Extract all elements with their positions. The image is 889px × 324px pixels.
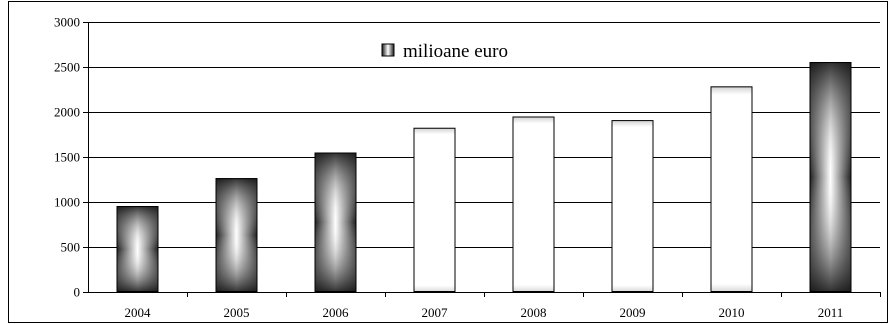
y-tick-label: 1500 <box>54 150 80 165</box>
y-tick-label: 2000 <box>54 105 80 120</box>
bar-2008 <box>512 116 555 292</box>
bar-shade <box>314 152 357 292</box>
x-tick-label: 2007 <box>422 305 449 320</box>
bar-2007 <box>413 127 456 292</box>
bar-2005 <box>215 178 258 292</box>
bar-outline <box>710 86 753 292</box>
bar-2009 <box>611 120 654 292</box>
y-tick-label: 1000 <box>54 195 80 210</box>
bar-2004 <box>116 206 159 292</box>
bar-outline <box>413 127 456 292</box>
bar-outline <box>611 120 654 292</box>
x-tick-label: 2004 <box>125 305 152 320</box>
x-tick-label: 2005 <box>224 305 250 320</box>
x-tick-label: 2010 <box>719 305 745 320</box>
legend-label: milioane euro <box>403 41 508 62</box>
legend: milioane euro <box>381 41 508 62</box>
bars <box>116 62 852 292</box>
x-axis-ticks: 2004 2005 2006 2007 2008 2009 2010 2011 <box>125 292 881 320</box>
bar-shade <box>809 62 852 292</box>
bar-2010 <box>710 86 753 292</box>
x-tick-label: 2011 <box>818 305 844 320</box>
bar-outline <box>314 152 357 292</box>
x-tick-label: 2006 <box>323 305 350 320</box>
bar-fill <box>413 127 456 292</box>
x-tick-label: 2009 <box>620 305 646 320</box>
bar-fill <box>611 120 654 292</box>
legend-swatch <box>381 43 395 57</box>
bar-outline <box>215 178 258 292</box>
bar-outline <box>809 62 852 292</box>
y-tick-label: 500 <box>61 240 81 255</box>
bar-shade <box>215 178 258 292</box>
x-tick-label: 2008 <box>521 305 547 320</box>
bar-fill <box>512 116 555 292</box>
chart-frame <box>8 1 888 323</box>
bar-2006 <box>314 152 357 292</box>
bar-shade <box>116 206 159 292</box>
bar-outline <box>116 206 159 292</box>
bar-fill <box>710 86 753 292</box>
y-tick-label: 0 <box>74 285 81 300</box>
bar-outline <box>512 116 555 292</box>
y-axis-ticks: 0 500 1000 1500 2000 2500 3000 <box>54 15 88 300</box>
y-tick-label: 2500 <box>54 60 80 75</box>
bar-2011 <box>809 62 852 292</box>
y-tick-label: 3000 <box>54 15 80 30</box>
